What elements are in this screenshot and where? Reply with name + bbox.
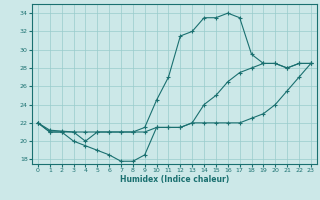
- X-axis label: Humidex (Indice chaleur): Humidex (Indice chaleur): [120, 175, 229, 184]
